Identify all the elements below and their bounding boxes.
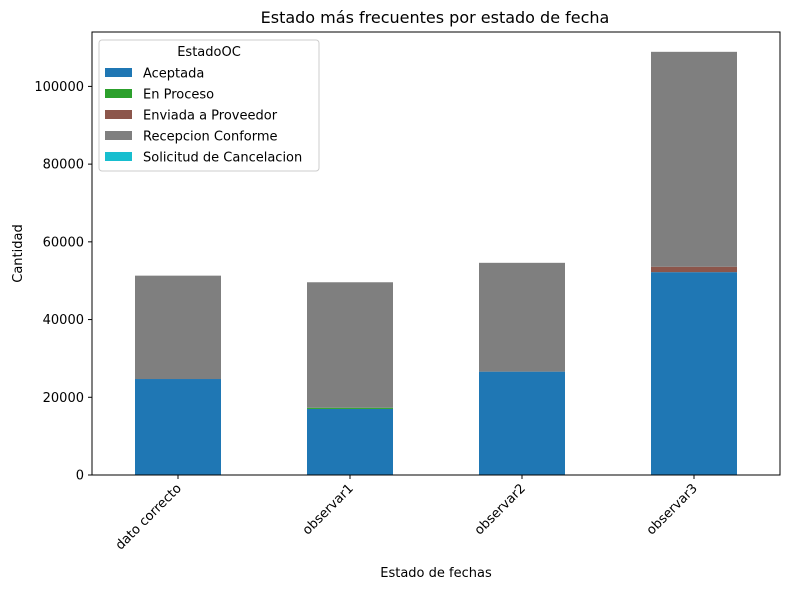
bar-0-series-0	[135, 379, 221, 475]
bar-1-series-1	[307, 407, 393, 409]
legend: EstadoOC Aceptada En Proceso Enviada a Prov…	[98, 39, 320, 172]
legend-label-0: Aceptada	[143, 67, 204, 82]
x-tick-label: observar1	[300, 481, 357, 538]
y-axis: 0 20000 40000 60000 80000 100000	[34, 80, 92, 484]
y-tick-label: 80000	[43, 158, 84, 173]
legend-swatch-4	[105, 152, 132, 161]
legend-swatch-2	[105, 110, 132, 119]
legend-label-3: Recepcion Conforme	[143, 130, 278, 145]
y-axis-label: Cantidad	[11, 224, 26, 282]
y-tick-label: 40000	[43, 313, 84, 328]
y-tick-label: 20000	[43, 391, 84, 406]
chart-title: Estado más frecuentes por estado de fech…	[261, 8, 610, 27]
legend-box	[98, 39, 320, 172]
legend-label-2: Enviada a Proveedor	[143, 109, 278, 124]
x-tick-label: observar2	[472, 481, 529, 538]
bar-1-series-0	[307, 408, 393, 475]
bar-0-series-3	[135, 275, 221, 380]
plot-frame	[91, 31, 781, 476]
legend-swatch-1	[105, 89, 132, 98]
bars-layer	[135, 51, 737, 475]
legend-swatch-3	[105, 131, 132, 140]
x-tick-label: observar3	[644, 481, 701, 538]
bar-2-series-0	[479, 371, 565, 475]
legend-title: EstadoOC	[177, 45, 241, 60]
legend-label-4: Solicitud de Cancelacion	[143, 151, 302, 166]
y-tick-label: 100000	[34, 80, 84, 95]
bar-3-series-0	[651, 272, 737, 475]
legend-label-1: En Proceso	[143, 88, 214, 103]
x-tick-label: dato correcto	[113, 481, 185, 553]
legend-swatch-0	[105, 68, 132, 77]
bar-2-series-3	[479, 262, 565, 372]
bar-1-series-3	[307, 282, 393, 408]
y-tick-label: 60000	[43, 235, 84, 250]
bar-3-series-3	[651, 51, 737, 267]
x-axis: dato correcto observar1 observar2 observar3	[113, 475, 701, 553]
y-tick-label: 0	[76, 469, 84, 484]
x-axis-label: Estado de fechas	[380, 566, 492, 581]
bar-3-series-2	[651, 266, 737, 273]
